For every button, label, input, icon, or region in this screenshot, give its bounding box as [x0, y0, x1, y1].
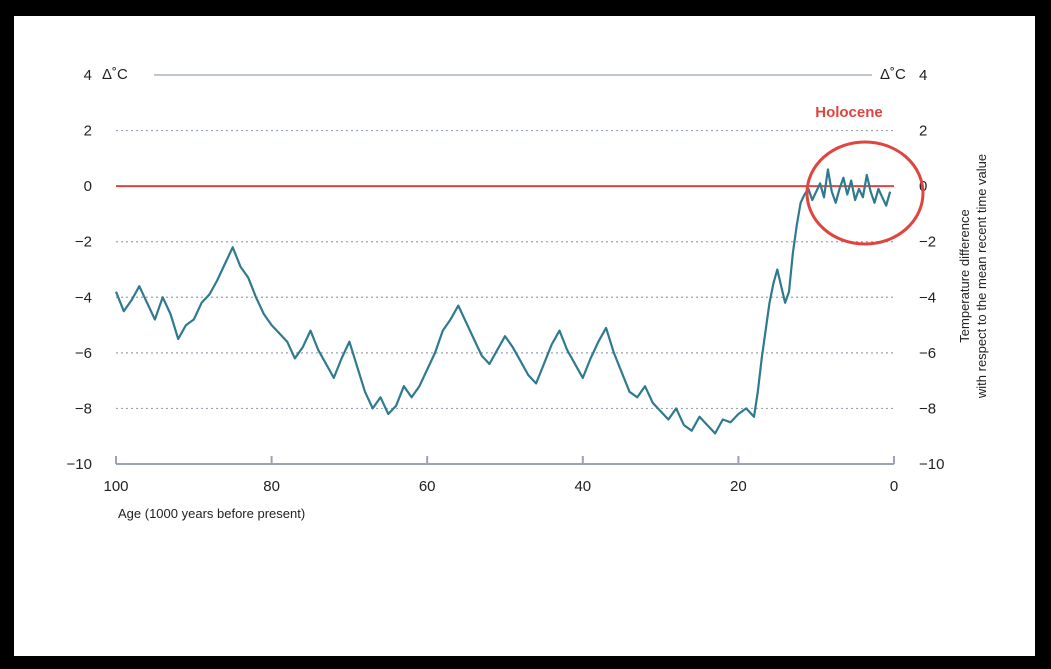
x-tick-label: 0	[890, 478, 898, 495]
temperature-series-line	[114, 168, 892, 435]
y-tick-label-left: −8	[75, 400, 92, 417]
y-axis-label: Temperature difference with respect to t…	[957, 154, 989, 399]
y-tick-label-left: −2	[75, 234, 92, 251]
x-axis	[115, 456, 895, 465]
x-tick-label: 100	[103, 478, 128, 495]
x-tick-labels: 100 80 60 40 20 0	[103, 478, 898, 495]
y-tick-label-right: 4	[919, 67, 927, 84]
chart-panel: 4 4 2 2 0 0 −2 −2 −4 −4 −6 −6 −8 −8 −10 −10 100 80 60 40 20…	[14, 16, 1035, 656]
y-tick-label-right: −4	[919, 289, 936, 306]
y-tick-label-left: 2	[84, 123, 92, 140]
holocene-annotation: Holocene	[815, 104, 883, 121]
y-tick-label-right: −10	[919, 456, 944, 473]
y-tick-labels: 4 42 20 0−2 −2−4 −4−6 −6−8 −8−10 −10	[67, 67, 945, 473]
x-tick-label: 40	[574, 478, 591, 495]
y-axis-label-line-2: with respect to the mean recent time val…	[974, 154, 989, 399]
y-unit-right: Δ˚C	[880, 66, 906, 83]
y-tick-label-right: −8	[919, 400, 936, 417]
x-tick-label: 60	[419, 478, 436, 495]
y-tick-label-left: −10	[67, 456, 92, 473]
temperature-chart: 4 42 20 0−2 −2−4 −4−6 −6−8 −8−10 −10 100 80 60 40 20…	[67, 66, 989, 521]
y-tick-label-right: −2	[919, 234, 936, 251]
y-unit-left: Δ˚C	[102, 66, 128, 83]
y-tick-label-left: 0	[84, 178, 92, 195]
y-tick-label-left: −4	[75, 289, 92, 306]
y-tick-label-right: −6	[919, 345, 936, 362]
series-group	[114, 168, 892, 435]
x-tick-label: 80	[263, 478, 280, 495]
y-tick-label-right: 2	[919, 123, 927, 140]
y-tick-label-left: −6	[75, 345, 92, 362]
x-axis-label: Age (1000 years before present)	[118, 506, 305, 521]
grid-lines	[116, 74, 894, 410]
y-tick-label-left: 4	[84, 67, 92, 84]
holocene-highlight-ellipse	[805, 140, 925, 246]
x-tick-label: 20	[730, 478, 747, 495]
y-axis-label-line-1: Temperature difference	[957, 209, 972, 342]
